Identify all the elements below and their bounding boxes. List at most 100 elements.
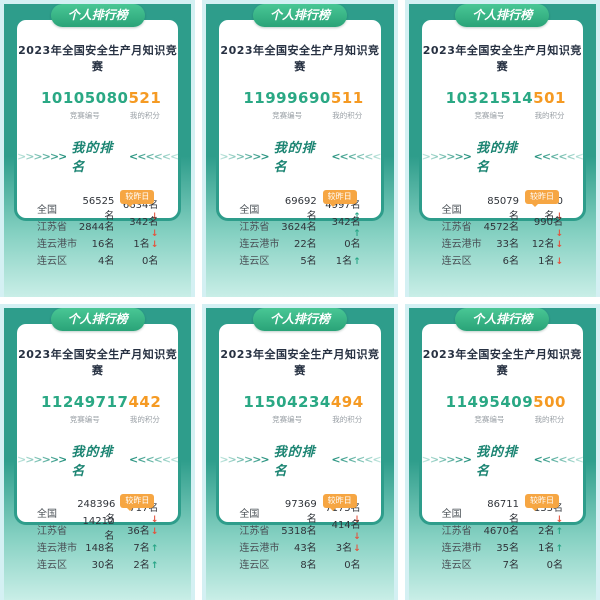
chevrons-left-icon: >>>>>> bbox=[17, 453, 67, 466]
ranking-card: 2023年全国安全生产月知识竞赛 11249717 竞赛编号 442 我的积分 … bbox=[14, 320, 182, 571]
change-cell: 7名↑ bbox=[122, 539, 158, 554]
table-row: 连云区 7名 0名 bbox=[442, 555, 563, 572]
rank-value: 33名 bbox=[496, 239, 520, 250]
rank-value: 4572名 bbox=[483, 222, 520, 233]
change-value: 342名 bbox=[331, 216, 361, 228]
score-value: 494 bbox=[330, 392, 364, 411]
score-label: 我的积分 bbox=[332, 111, 363, 120]
my-ranking-header: >>>>>> 我的排名 <<<<<< bbox=[219, 441, 381, 479]
change-cell: 2名↑ bbox=[122, 556, 158, 571]
region-label: 连云区 bbox=[239, 559, 270, 571]
chevrons-left-icon: >>>>>> bbox=[421, 453, 472, 466]
change-cell: 990名↓ bbox=[527, 213, 563, 239]
ranking-card: 2023年全国安全生产月知识竞赛 11504234 竞赛编号 494 我的积分 … bbox=[216, 320, 384, 571]
competition-id-label: 竞赛编号 bbox=[272, 111, 303, 120]
competition-title: 2023年全国安全生产月知识竞赛 bbox=[18, 347, 178, 377]
change-value: 0名 bbox=[344, 239, 361, 250]
ranking-table: 全国 86711名 133名↓ 江苏省 4670名 2名↑ 连云港市 35名 1… bbox=[422, 499, 583, 572]
vs-yesterday-row: 较昨日 bbox=[422, 488, 583, 511]
region-label: 全国 bbox=[239, 205, 260, 216]
change-cell: 0名 bbox=[122, 252, 158, 267]
change-value: 414名 bbox=[331, 520, 361, 531]
stats-row: 10321514 竞赛编号 501 我的积分 bbox=[422, 89, 583, 121]
rank-value: 97369名 bbox=[284, 499, 317, 525]
region-label: 江苏省 bbox=[239, 222, 270, 233]
change-cell: 1名↓ bbox=[122, 235, 158, 250]
change-value: 1名 bbox=[335, 256, 353, 267]
chevrons-right-icon: <<<<<< bbox=[533, 149, 584, 163]
ranking-card-tile: 个人排行榜 2023年全国安全生产月知识竞赛 11504234 竞赛编号 494… bbox=[202, 303, 398, 600]
change-cell: 1名↓ bbox=[527, 252, 563, 267]
region-label: 连云区 bbox=[37, 559, 67, 571]
change-value: 133名 bbox=[533, 503, 563, 514]
change-cell: 0名 bbox=[325, 235, 361, 250]
table-row: 江苏省 3624名 342名↑ bbox=[239, 216, 361, 239]
vs-yesterday-row: 较昨日 bbox=[219, 488, 380, 511]
score-value: 442 bbox=[128, 392, 162, 411]
my-ranking-header: >>>>>> 我的排名 <<<<<< bbox=[219, 137, 381, 175]
rank-value: 148名 bbox=[85, 542, 115, 554]
competition-title: 2023年全国安全生产月知识竞赛 bbox=[18, 44, 178, 73]
score-value: 511 bbox=[330, 89, 364, 107]
change-value: 1名 bbox=[538, 256, 555, 267]
chevrons-right-icon: <<<<<< bbox=[533, 453, 584, 466]
chevrons-right-icon: <<<<<< bbox=[129, 453, 179, 466]
table-row: 江苏省 14212名 36名↓ bbox=[37, 516, 159, 542]
leaderboard-title-badge: 个人排行榜 bbox=[252, 4, 347, 27]
ranking-card-tile: 个人排行榜 2023年全国安全生产月知识竞赛 11999690 竞赛编号 511… bbox=[202, 0, 398, 297]
change-value: 1名 bbox=[133, 239, 150, 250]
change-arrow-icon: ↓ bbox=[150, 526, 159, 537]
competition-title: 2023年全国安全生产月知识竞赛 bbox=[422, 347, 582, 377]
rank-value: 30名 bbox=[91, 559, 115, 571]
leaderboard-title-badge: 个人排行榜 bbox=[455, 4, 550, 27]
vs-yesterday-badge: 较昨日 bbox=[524, 493, 559, 511]
my-ranking-title: 我的排名 bbox=[71, 444, 114, 479]
competition-id-stat: 11495409 竞赛编号 bbox=[446, 393, 534, 425]
my-ranking-header: >>>>>> 我的排名 <<<<<< bbox=[17, 137, 179, 175]
rank-value: 3624名 bbox=[281, 222, 317, 233]
rank-value: 2844名 bbox=[78, 222, 115, 233]
change-cell: 6634名↓ bbox=[122, 196, 158, 222]
table-row: 连云港市 33名 12名↓ bbox=[442, 234, 563, 251]
table-row: 连云港市 22名 0名 bbox=[239, 234, 360, 251]
table-row: 全国 248396名 717名↓ bbox=[37, 499, 159, 525]
competition-id-value: 10105080 bbox=[41, 89, 129, 107]
rank-value: 7名 bbox=[502, 559, 520, 571]
region-label: 全国 bbox=[441, 508, 462, 520]
change-value: 7名 bbox=[133, 542, 150, 554]
table-row: 连云区 30名 2名↑ bbox=[37, 555, 158, 572]
my-ranking-title: 我的排名 bbox=[475, 444, 518, 479]
ranking-card-tile: 个人排行榜 2023年全国安全生产月知识竞赛 11249717 竞赛编号 442… bbox=[0, 303, 196, 600]
region-label: 全国 bbox=[37, 205, 57, 216]
leaderboard-title-badge: 个人排行榜 bbox=[252, 307, 347, 331]
leaderboard-title-badge: 个人排行榜 bbox=[50, 4, 145, 27]
vs-yesterday-badge: 较昨日 bbox=[322, 493, 357, 511]
change-arrow-icon: ↓ bbox=[555, 240, 563, 250]
ranking-table: 全国 69692名 4997名↑ 江苏省 3624名 342名↑ 连云港市 22… bbox=[219, 196, 380, 268]
my-ranking-header: >>>>>> 我的排名 <<<<<< bbox=[422, 137, 584, 175]
competition-id-label: 竞赛编号 bbox=[474, 414, 505, 424]
stats-row: 11495409 竞赛编号 500 我的积分 bbox=[422, 393, 583, 425]
change-cell: 1名↑ bbox=[527, 539, 563, 554]
ranking-table: 全国 56525名 6634名↓ 江苏省 2844名 342名↓ 连云港市 16… bbox=[17, 196, 178, 268]
table-row: 连云区 8名 0名 bbox=[239, 555, 360, 572]
my-ranking-title: 我的排名 bbox=[71, 141, 114, 175]
stats-row: 11504234 竞赛编号 494 我的积分 bbox=[219, 393, 380, 425]
region-label: 连云港市 bbox=[441, 239, 482, 250]
rank-value: 5名 bbox=[300, 256, 317, 267]
rank-value: 86711名 bbox=[487, 499, 520, 525]
stats-row: 11999690 竞赛编号 511 我的积分 bbox=[219, 89, 380, 121]
competition-id-value: 11249717 bbox=[41, 392, 129, 411]
competition-id-value: 11504234 bbox=[243, 392, 331, 411]
change-arrow-icon: ↑ bbox=[353, 257, 361, 267]
my-ranking-header: >>>>>> 我的排名 <<<<<< bbox=[421, 441, 584, 479]
change-arrow-icon: ↓ bbox=[150, 240, 159, 250]
rank-value: 85079名 bbox=[487, 195, 520, 222]
change-value: 717名 bbox=[129, 503, 159, 514]
ranking-table: 全国 85079名 16520名↓ 江苏省 4572名 990名↓ 连云港市 3… bbox=[422, 196, 583, 268]
competition-id-label: 竞赛编号 bbox=[69, 414, 100, 424]
score-label: 我的积分 bbox=[534, 414, 565, 424]
region-label: 连云港市 bbox=[37, 239, 77, 250]
change-arrow-icon: ↑ bbox=[150, 560, 159, 571]
